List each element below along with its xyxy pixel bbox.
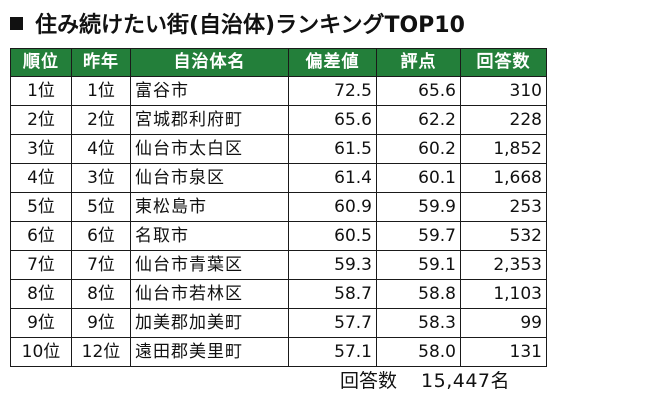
cell-previous-year: 5位: [71, 192, 131, 222]
cell-municipality: 富谷市: [130, 76, 289, 106]
header-rank: 順位: [10, 48, 72, 77]
title-row: 住み続けたい街(自治体)ランキングTOP10: [8, 6, 465, 40]
footer-label: 回答数: [340, 370, 398, 392]
page-title: 住み続けたい街(自治体)ランキングTOP10: [35, 13, 465, 38]
cell-deviation: 57.1: [288, 337, 377, 367]
cell-score: 60.2: [376, 134, 461, 164]
cell-previous-year: 4位: [71, 134, 131, 164]
cell-municipality: 仙台市泉区: [130, 163, 289, 193]
cell-deviation: 65.6: [288, 105, 377, 135]
cell-municipality: 遠田郡美里町: [130, 337, 289, 367]
cell-score: 62.2: [376, 105, 461, 135]
cell-rank: 3位: [10, 134, 72, 164]
table-row: 5位 5位 東松島市 60.9 59.9 253: [10, 192, 547, 222]
cell-responses: 253: [460, 192, 547, 222]
cell-previous-year: 8位: [71, 279, 131, 309]
cell-deviation: 58.7: [288, 279, 377, 309]
cell-rank: 6位: [10, 221, 72, 251]
cell-rank: 4位: [10, 163, 72, 193]
header-responses: 回答数: [460, 48, 547, 77]
cell-deviation: 59.3: [288, 250, 377, 280]
table-row: 8位 8位 仙台市若林区 58.7 58.8 1,103: [10, 279, 547, 309]
cell-municipality: 東松島市: [130, 192, 289, 222]
cell-municipality: 仙台市太白区: [130, 134, 289, 164]
cell-rank: 10位: [10, 337, 72, 367]
cell-responses: 1,668: [460, 163, 547, 193]
cell-score: 59.9: [376, 192, 461, 222]
cell-deviation: 61.4: [288, 163, 377, 193]
cell-municipality: 仙台市青葉区: [130, 250, 289, 280]
table-row: 10位 12位 遠田郡美里町 57.1 58.0 131: [10, 337, 547, 367]
header-municipality: 自治体名: [130, 48, 289, 77]
cell-previous-year: 2位: [71, 105, 131, 135]
header-score: 評点: [376, 48, 461, 77]
cell-deviation: 60.5: [288, 221, 377, 251]
footer-value: 15,447名: [421, 370, 510, 392]
cell-score: 59.7: [376, 221, 461, 251]
cell-municipality: 加美郡加美町: [130, 308, 289, 338]
ranking-table-body: 1位 1位 富谷市 72.5 65.6 310 2位 2位 宮城郡利府町 65.6 62.2 228 3…: [10, 76, 547, 367]
cell-score: 59.1: [376, 250, 461, 280]
cell-previous-year: 1位: [71, 76, 131, 106]
table-row: 9位 9位 加美郡加美町 57.7 58.3 99: [10, 308, 547, 338]
cell-rank: 9位: [10, 308, 72, 338]
cell-deviation: 72.5: [288, 76, 377, 106]
cell-previous-year: 3位: [71, 163, 131, 193]
cell-responses: 310: [460, 76, 547, 106]
cell-responses: 1,103: [460, 279, 547, 309]
footer-total: 回答数 15,447名: [340, 366, 510, 393]
cell-municipality: 仙台市若林区: [130, 279, 289, 309]
cell-rank: 1位: [10, 76, 72, 106]
cell-previous-year: 6位: [71, 221, 131, 251]
cell-previous-year: 7位: [71, 250, 131, 280]
table-header-row: 順位 昨年 自治体名 偏差値 評点 回答数: [10, 48, 547, 77]
cell-responses: 99: [460, 308, 547, 338]
square-bullet-icon: [10, 16, 23, 30]
cell-score: 58.3: [376, 308, 461, 338]
cell-responses: 131: [460, 337, 547, 367]
ranking-table: 順位 昨年 自治体名 偏差値 評点 回答数 1位 1位 富谷市 72.5 65.6 310…: [10, 48, 547, 367]
table-row: 2位 2位 宮城郡利府町 65.6 62.2 228: [10, 105, 547, 135]
cell-score: 58.0: [376, 337, 461, 367]
header-previous-year: 昨年: [71, 48, 131, 77]
cell-previous-year: 12位: [71, 337, 131, 367]
cell-responses: 1,852: [460, 134, 547, 164]
cell-responses: 228: [460, 105, 547, 135]
cell-rank: 8位: [10, 279, 72, 309]
cell-score: 60.1: [376, 163, 461, 193]
table-row: 7位 7位 仙台市青葉区 59.3 59.1 2,353: [10, 250, 547, 280]
header-deviation: 偏差値: [288, 48, 377, 77]
table-row: 1位 1位 富谷市 72.5 65.6 310: [10, 76, 547, 106]
table-row: 4位 3位 仙台市泉区 61.4 60.1 1,668: [10, 163, 547, 193]
cell-score: 65.6: [376, 76, 461, 106]
cell-municipality: 宮城郡利府町: [130, 105, 289, 135]
table-row: 3位 4位 仙台市太白区 61.5 60.2 1,852: [10, 134, 547, 164]
cell-deviation: 57.7: [288, 308, 377, 338]
table-row: 6位 6位 名取市 60.5 59.7 532: [10, 221, 547, 251]
cell-rank: 2位: [10, 105, 72, 135]
cell-responses: 2,353: [460, 250, 547, 280]
cell-deviation: 60.9: [288, 192, 377, 222]
cell-rank: 5位: [10, 192, 72, 222]
cell-previous-year: 9位: [71, 308, 131, 338]
cell-deviation: 61.5: [288, 134, 377, 164]
cell-score: 58.8: [376, 279, 461, 309]
cell-responses: 532: [460, 221, 547, 251]
cell-municipality: 名取市: [130, 221, 289, 251]
cell-rank: 7位: [10, 250, 72, 280]
